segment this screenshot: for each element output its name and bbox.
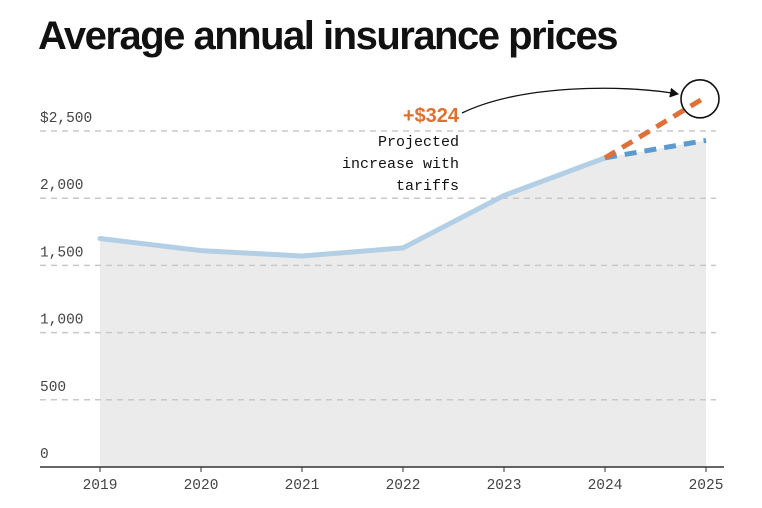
- highlight-circle: [680, 79, 720, 119]
- y-tick-label: $2,500: [40, 111, 92, 127]
- x-tick-label: 2022: [386, 478, 421, 494]
- y-tick-label: 0: [40, 447, 49, 463]
- y-tick-label: 2,000: [40, 178, 84, 194]
- x-tick-label: 2021: [285, 478, 320, 494]
- annotation-text: increase with: [342, 156, 459, 173]
- y-tick-label: 1,000: [40, 313, 84, 329]
- y-tick-label: 1,500: [40, 245, 84, 261]
- y-tick-label: 500: [40, 380, 66, 396]
- x-tick-label: 2020: [184, 478, 219, 494]
- x-tick-label: 2025: [689, 478, 724, 494]
- x-tick-label: 2024: [588, 478, 623, 494]
- series-line-projected-without-tariffs: [604, 137, 707, 161]
- chart-title: Average annual insurance prices: [38, 14, 618, 58]
- area-fill: [100, 140, 706, 467]
- annotation-arrow: [461, 87, 679, 114]
- series-line-actual: [97, 155, 608, 259]
- annotation-text: Projected: [378, 134, 459, 151]
- annotation-value: +$324: [403, 105, 460, 127]
- x-tick-label: 2023: [487, 478, 522, 494]
- x-tick-label: 2019: [83, 478, 118, 494]
- annotation-text: tariffs: [396, 178, 459, 195]
